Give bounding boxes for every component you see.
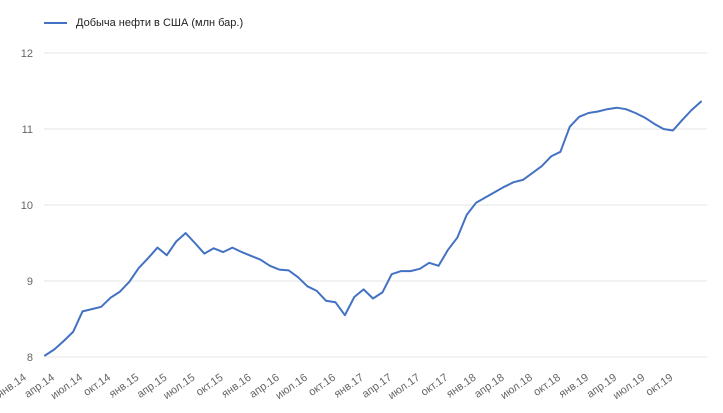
chart-legend[interactable]: Добыча нефти в США (млн бар.) (44, 17, 243, 29)
y-tick-label: 9 (27, 276, 33, 288)
legend-line-swatch (44, 22, 67, 24)
x-tick-label: июл.15 (161, 372, 197, 402)
x-tick-label: июл.19 (611, 372, 647, 402)
y-tick-label: 10 (21, 200, 33, 212)
y-tick-label: 11 (22, 124, 33, 136)
data-line[interactable] (44, 100, 702, 357)
x-tick-label: окт.15 (194, 372, 226, 399)
x-tick-label: июл.16 (274, 372, 310, 402)
x-tick-label: янв.19 (557, 372, 591, 401)
y-tick-label: 12 (21, 48, 33, 60)
x-tick-label: окт.14 (81, 372, 113, 399)
x-tick-label: окт.16 (306, 372, 338, 399)
x-tick-label: июл.14 (49, 372, 85, 402)
x-tick-label: июл.18 (499, 372, 535, 402)
y-tick-label: 8 (27, 352, 33, 364)
x-tick-label: янв.15 (107, 372, 141, 401)
x-tick-label: окт.17 (419, 372, 451, 399)
x-tick-label: янв.14 (0, 372, 29, 401)
x-tick-label: окт.19 (644, 372, 676, 399)
x-tick-label: янв.18 (444, 372, 478, 401)
x-tick-label: июл.17 (386, 372, 422, 402)
x-tick-label: янв.16 (220, 372, 254, 401)
x-tick-label: окт.18 (531, 372, 563, 399)
x-tick-label: янв.17 (332, 372, 366, 401)
legend-label: Добыча нефти в США (млн бар.) (76, 17, 244, 29)
